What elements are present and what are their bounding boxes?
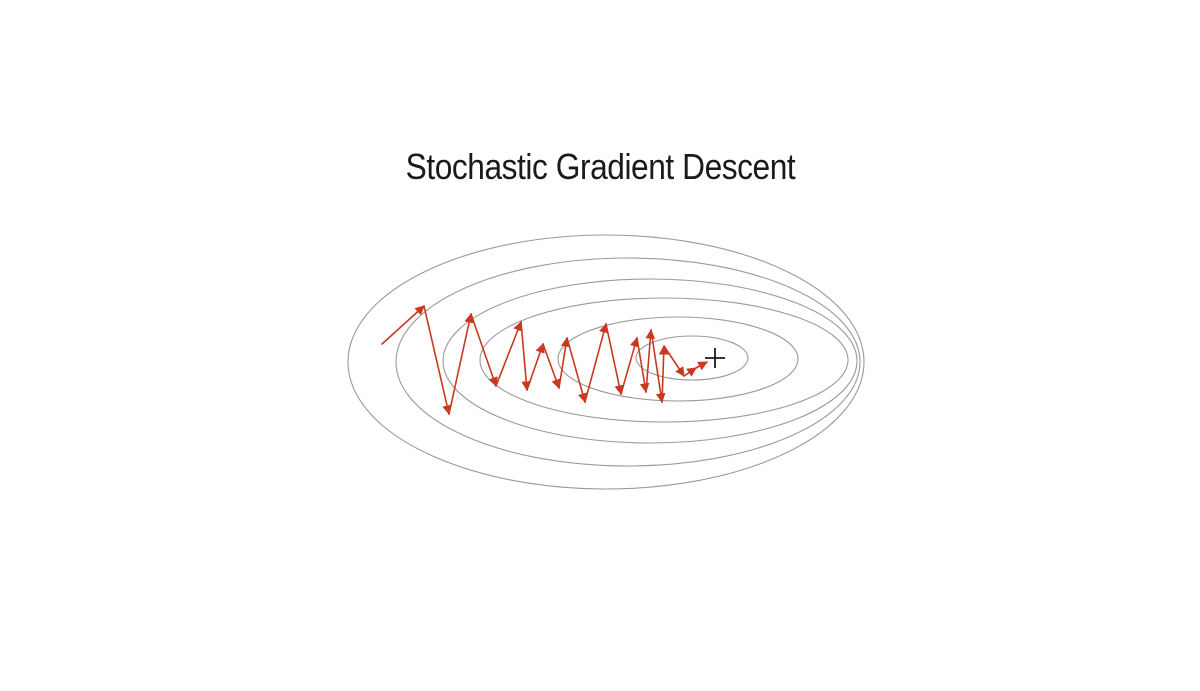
descent-step-4 xyxy=(471,314,496,386)
descent-step-7 xyxy=(527,344,543,390)
descent-step-17 xyxy=(662,346,664,402)
contour-lines xyxy=(348,235,864,489)
descent-step-19 xyxy=(684,368,696,376)
descent-step-1 xyxy=(382,306,424,344)
descent-step-11 xyxy=(585,324,606,402)
descent-step-13 xyxy=(621,338,637,394)
contour-line-5 xyxy=(558,317,798,401)
descent-step-15 xyxy=(646,330,651,392)
descent-step-20 xyxy=(696,362,707,368)
descent-step-12 xyxy=(606,324,621,394)
descent-step-9 xyxy=(559,338,567,388)
plus-icon xyxy=(705,348,725,368)
contour-line-1 xyxy=(348,235,864,489)
descent-path xyxy=(382,306,707,414)
contour-line-2 xyxy=(396,258,860,466)
descent-step-10 xyxy=(567,338,585,402)
minimum-marker xyxy=(705,348,725,368)
descent-step-2 xyxy=(424,306,449,414)
descent-step-8 xyxy=(543,344,559,388)
descent-step-6 xyxy=(521,322,527,390)
descent-step-18 xyxy=(664,346,684,376)
